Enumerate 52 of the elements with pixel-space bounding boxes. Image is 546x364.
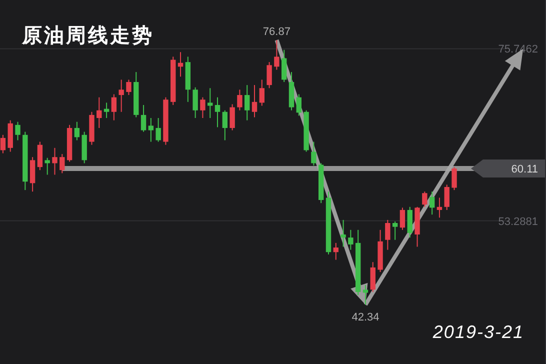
- candlestick: [104, 102, 110, 119]
- candlestick: [340, 219, 346, 248]
- candlestick: [111, 94, 117, 121]
- candlestick: [15, 121, 20, 141]
- candlestick: [244, 84, 250, 121]
- candlestick: [252, 84, 258, 118]
- candlestick: [259, 79, 264, 106]
- candlestick: [362, 284, 368, 306]
- candlestick: [266, 62, 272, 89]
- candlestick: [156, 118, 161, 142]
- candlestick: [214, 96, 220, 128]
- y-tick-label: 75.7462: [498, 44, 538, 56]
- candlestick: [444, 184, 450, 210]
- candlestick: [60, 154, 65, 174]
- candlestick: [333, 242, 338, 260]
- candlestick: [296, 94, 302, 116]
- candlestick: [200, 96, 206, 119]
- candlestick: [126, 79, 132, 96]
- candlestick: [436, 197, 442, 218]
- candlestick: [400, 207, 406, 230]
- candlestick: [311, 141, 316, 166]
- candlestick: [222, 110, 228, 141]
- candlestick: [230, 104, 235, 131]
- candlestick: [30, 156, 36, 192]
- candlestick: [140, 104, 146, 132]
- candlestick: [274, 40, 280, 70]
- candlestick: [282, 49, 287, 82]
- candlestick: [370, 262, 376, 292]
- candlestick: [237, 89, 242, 111]
- candlestick: [96, 96, 102, 128]
- candlestick: [118, 79, 124, 112]
- candlestick: [208, 88, 213, 119]
- candlestick: [192, 86, 198, 119]
- annotation: 76.87: [262, 26, 290, 38]
- candlestick: [37, 141, 43, 171]
- candlestick: [52, 147, 58, 176]
- ref-line-label: 60.11: [511, 164, 538, 176]
- candlestick: [348, 229, 354, 250]
- text: 原油周线走势: [21, 25, 154, 47]
- candlestick: [407, 206, 412, 238]
- candlestick: [422, 191, 428, 208]
- candlestick: [452, 166, 457, 191]
- candlestick: [74, 121, 80, 141]
- annotation: 42.34: [352, 312, 380, 324]
- candlestick: [0, 134, 6, 154]
- candlestick: [429, 191, 435, 216]
- candlestick: [392, 220, 398, 240]
- annotation: 2019-3-21: [432, 322, 524, 342]
- candlestick: [44, 157, 50, 176]
- y-tick-label: 53.2881: [498, 216, 538, 228]
- candlestick: [148, 118, 154, 142]
- candlestick: [385, 219, 390, 250]
